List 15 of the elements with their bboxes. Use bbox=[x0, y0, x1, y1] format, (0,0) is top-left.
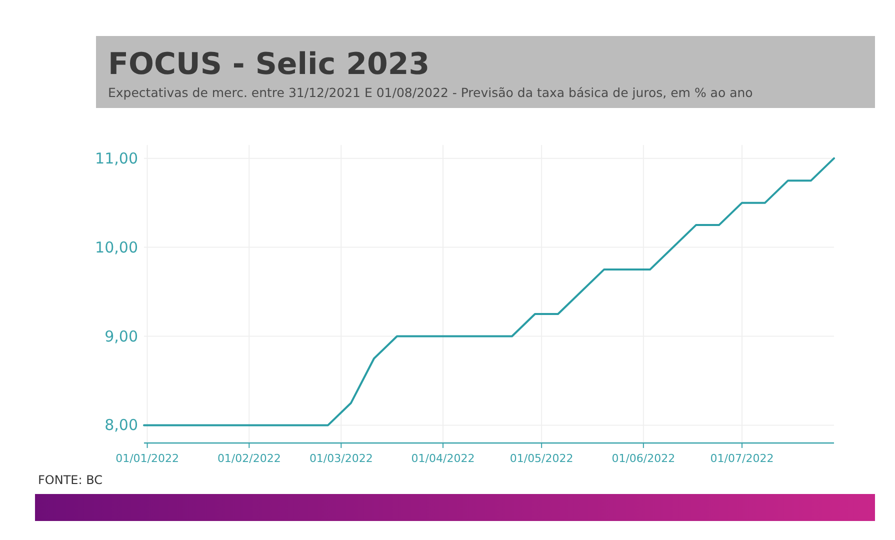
line-series bbox=[143, 157, 835, 426]
source-note: FONTE: BC bbox=[38, 473, 102, 487]
y-tick-label: 11,00 bbox=[95, 149, 138, 168]
x-tick-label: 01/05/2022 bbox=[510, 452, 574, 465]
y-tick-label: 10,00 bbox=[95, 238, 138, 256]
chart-subtitle: Expectativas de merc. entre 31/12/2021 E 01/08/2022 - Previsão da taxa básica de juros, em % ao ano bbox=[108, 85, 753, 100]
x-tick-label: 01/07/2022 bbox=[710, 452, 774, 465]
x-tick-label: 01/01/2022 bbox=[116, 452, 179, 465]
y-tick-label: 8,00 bbox=[104, 416, 138, 434]
x-tick-label: 01/06/2022 bbox=[612, 452, 676, 465]
chart-title: FOCUS - Selic 2023 bbox=[108, 47, 430, 82]
x-tick-label: 01/03/2022 bbox=[309, 452, 373, 465]
x-tick-label: 01/02/2022 bbox=[217, 452, 281, 465]
y-tick-label: 9,00 bbox=[104, 327, 138, 346]
x-tick-label: 01/04/2022 bbox=[411, 452, 475, 465]
